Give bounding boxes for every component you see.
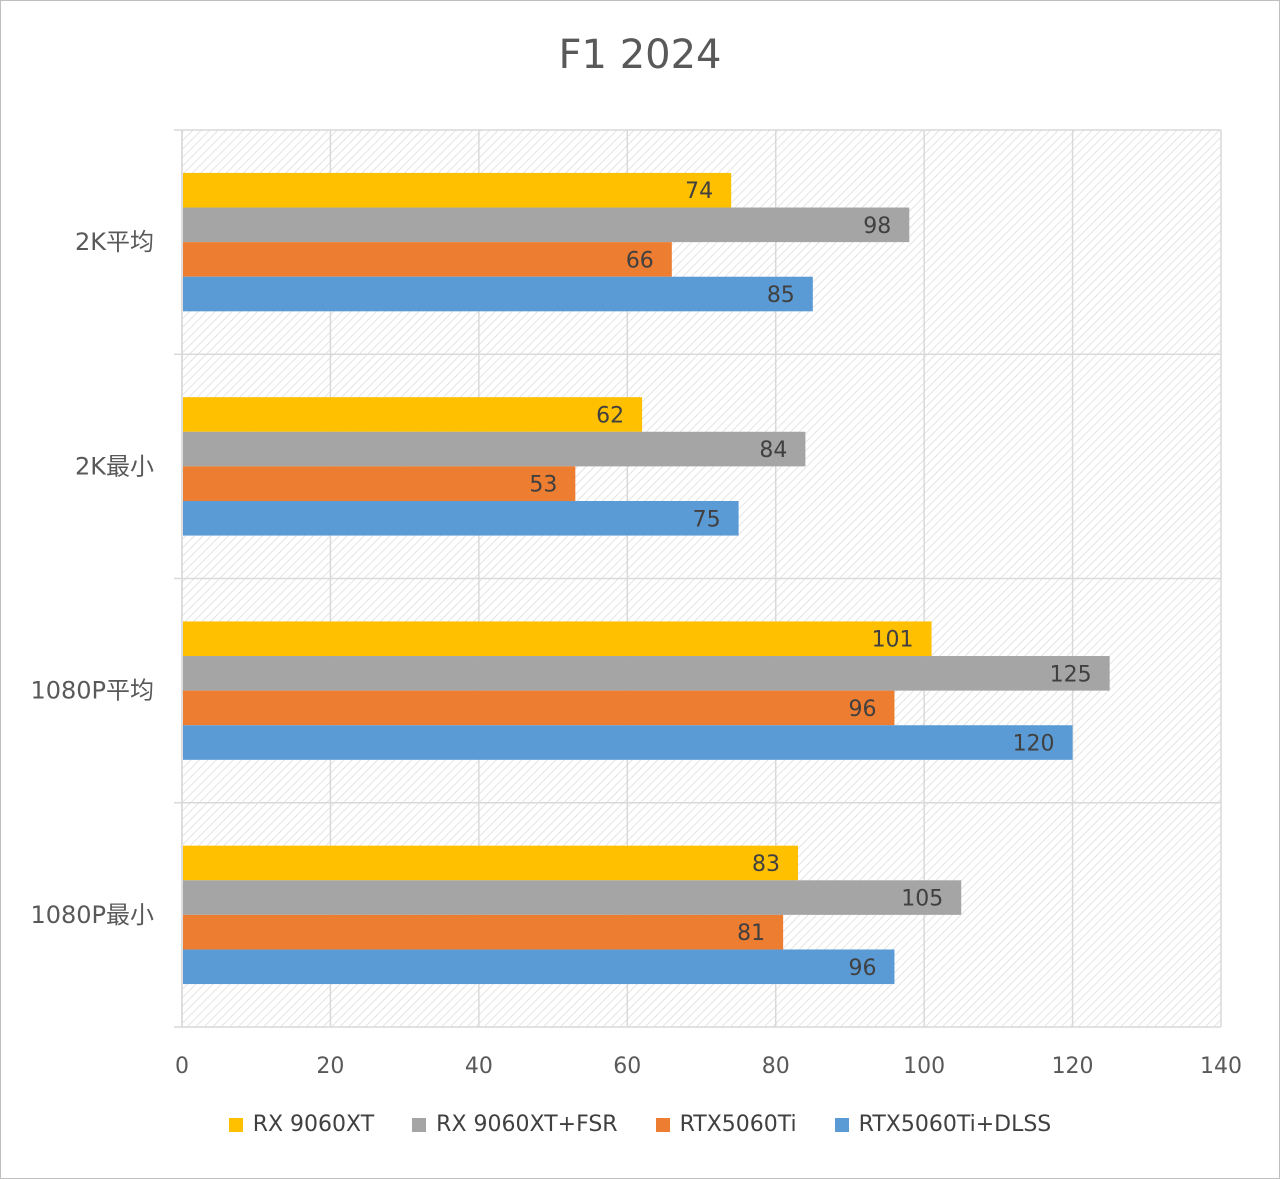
x-tick-label: 80 [762,1054,790,1079]
legend-item-rtx5060ti-dlss: RTX5060Ti+DLSS [834,1112,1052,1137]
bar [183,690,895,726]
bar [183,845,798,881]
data-label: 101 [872,628,914,653]
x-tick-label: 0 [175,1054,189,1079]
bar [183,242,672,277]
legend-label: RTX5060Ti+DLSS [858,1112,1052,1137]
chart-title: F1 2024 [558,32,722,78]
bar [183,880,962,915]
data-label: 83 [752,852,780,877]
legend-swatch [655,1117,670,1132]
data-label: 66 [626,248,654,273]
x-tick-label: 20 [316,1054,344,1079]
bar [183,276,813,312]
legend-label: RX 9060XT+FSR [436,1112,618,1137]
bar [183,500,739,536]
data-label: 125 [1050,662,1092,687]
bar [183,466,576,501]
legend-swatch [412,1117,427,1132]
legend-label: RX 9060XT [252,1112,375,1137]
x-tick-label: 60 [613,1054,641,1079]
bar [183,725,1073,760]
data-label: 62 [596,403,624,428]
y-category-label: 2K最小 [75,452,154,480]
data-label: 75 [693,507,721,532]
data-label: 85 [767,283,795,308]
y-category-label: 1080P平均 [30,677,154,705]
bar [183,431,806,467]
bar [183,914,784,950]
y-category-label: 2K平均 [75,228,154,256]
bar [183,397,643,432]
bar [183,172,732,208]
data-label: 53 [529,473,557,498]
data-label: 81 [737,921,765,946]
bar [183,656,1110,691]
x-tick-label: 100 [903,1054,945,1079]
legend-item-rx9060xt-fsr: RX 9060XT+FSR [412,1112,618,1137]
legend-swatch [834,1117,849,1132]
legend-item-rx9060xt: RX 9060XT [228,1112,375,1137]
y-category-label: 1080P最小 [30,901,154,929]
chart-legend: RX 9060XT RX 9060XT+FSR RTX5060Ti RTX506… [0,1112,1280,1137]
legend-swatch [228,1117,243,1132]
bar [183,949,895,985]
data-label: 74 [685,179,713,204]
legend-label: RTX5060Ti [679,1112,797,1137]
data-label: 120 [1013,732,1055,757]
legend-item-rtx5060ti: RTX5060Ti [655,1112,797,1137]
data-label: 105 [901,887,943,912]
data-label: 96 [848,697,876,722]
data-label: 96 [848,956,876,981]
bar [183,207,910,243]
x-tick-label: 120 [1052,1054,1094,1079]
data-label: 98 [863,214,891,239]
x-tick-label: 40 [465,1054,493,1079]
data-label: 84 [759,438,787,463]
x-tick-label: 140 [1200,1054,1242,1079]
bar [183,621,932,657]
